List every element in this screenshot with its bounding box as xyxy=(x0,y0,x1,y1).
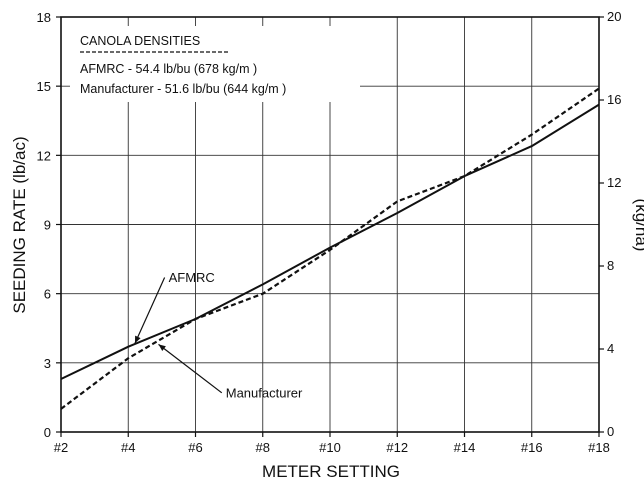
x-tick-label: #16 xyxy=(521,440,543,455)
annotations: AFMRC Manufacturer xyxy=(134,270,303,400)
annotation-label-manufacturer: Manufacturer xyxy=(226,385,303,400)
series-line-afmrc xyxy=(60,103,600,380)
annotation-leader-manufacturer xyxy=(158,343,223,394)
y2-tick-label: 0 xyxy=(607,424,614,439)
legend-entry-afmrc: AFMRC - 54.4 lb/bu (678 kg/m ) xyxy=(80,62,257,76)
series-lines xyxy=(60,87,600,410)
annotation-arrowhead-afmrc xyxy=(134,335,141,344)
legend: CANOLA DENSITIES AFMRC - 54.4 lb/bu (678… xyxy=(70,26,360,102)
annotation-label-afmrc: AFMRC xyxy=(169,270,215,285)
annotation-leader-afmrc xyxy=(134,277,166,344)
series-line-manufacturer xyxy=(60,87,600,410)
y-tick-label: 6 xyxy=(44,287,51,302)
legend-background xyxy=(70,26,360,102)
x-tick-label: #8 xyxy=(256,440,270,455)
annotation-arrowhead-manufacturer xyxy=(158,344,166,352)
y2-tick-label: 12 xyxy=(607,175,621,190)
legend-title: CANOLA DENSITIES xyxy=(80,34,200,48)
legend-entry-manufacturer: Manufacturer - 51.6 lb/bu (644 kg/m ) xyxy=(80,82,286,96)
y2-tick-label: 8 xyxy=(607,258,614,273)
x-tick-label: #10 xyxy=(319,440,341,455)
y-tick-label: 18 xyxy=(37,10,51,25)
x-tick-label: #18 xyxy=(588,440,610,455)
y-tick-label: 15 xyxy=(37,79,51,94)
y-tick-label: 9 xyxy=(44,218,51,233)
axes: #2 #4 #6 #8 #10 #12 #14 #16 #1803691215180481216… xyxy=(37,9,622,455)
y2-tick-label: 16 xyxy=(607,92,621,107)
x-tick-label: #6 xyxy=(188,440,202,455)
y-tick-label: 0 xyxy=(44,425,51,440)
x-tick-label: #4 xyxy=(121,440,135,455)
y-tick-label: 3 xyxy=(44,356,51,371)
y-axis-title: SEEDING RATE (lb/ac) xyxy=(10,136,29,313)
y2-axis-title: (kg/ha) xyxy=(632,199,644,252)
y2-tick-label: 4 xyxy=(607,341,614,356)
y2-tick-label: 20 xyxy=(607,9,621,24)
x-tick-label: #12 xyxy=(386,440,408,455)
x-tick-label: #2 xyxy=(54,440,68,455)
y-tick-label: 12 xyxy=(37,148,51,163)
x-tick-label: #14 xyxy=(454,440,476,455)
x-axis-title: METER SETTING xyxy=(262,462,400,481)
